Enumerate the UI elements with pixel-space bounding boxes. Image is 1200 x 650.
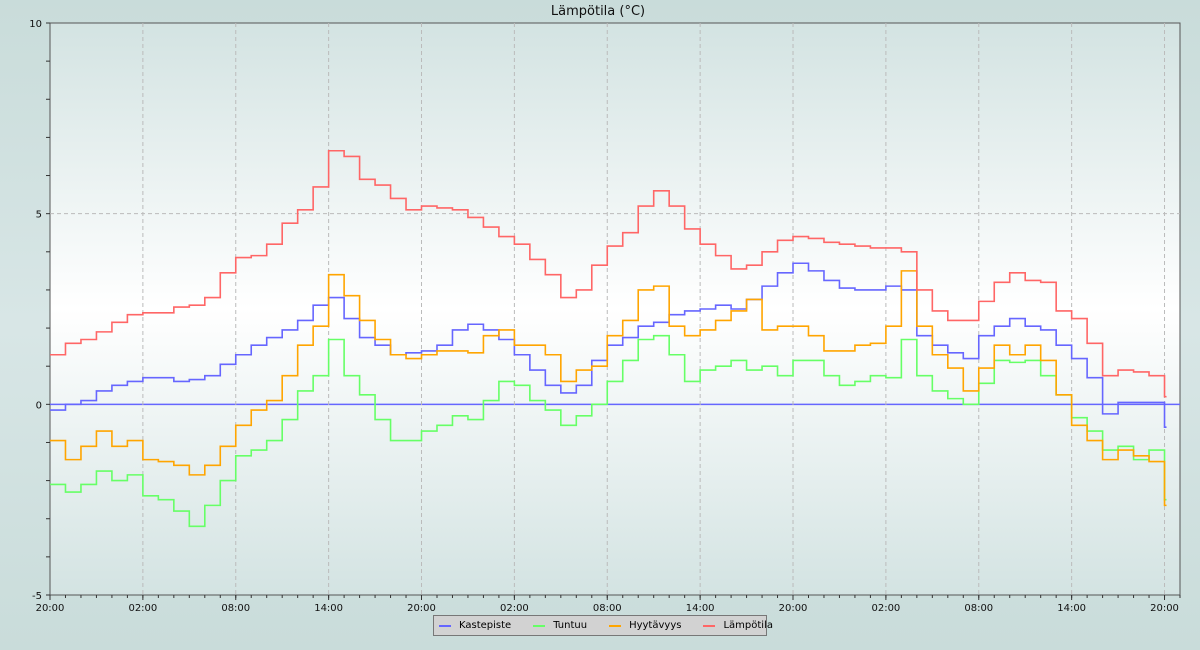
x-tick-label: 20:00	[779, 603, 808, 614]
legend-label: Kastepiste	[459, 620, 512, 631]
x-tick-label: 20:00	[36, 603, 65, 614]
x-tick-label: 20:00	[1150, 603, 1179, 614]
y-tick-label: -5	[32, 591, 42, 602]
y-tick-label: 0	[36, 400, 42, 411]
legend-label: Tuntuu	[553, 620, 588, 631]
x-tick-label: 08:00	[593, 603, 622, 614]
legend-item: Kastepiste	[439, 620, 511, 631]
x-tick-label: 02:00	[871, 603, 900, 614]
x-tick-label: 02:00	[500, 603, 529, 614]
chart-title: Lämpötila (°C)	[551, 4, 645, 19]
x-tick-label: 14:00	[686, 603, 715, 614]
legend-swatch	[609, 624, 622, 627]
legend: Kastepiste Tuntuu Hyytävyys Lämpötila	[433, 615, 773, 636]
legend-swatch	[533, 624, 546, 627]
legend-item: Hyytävyys	[609, 620, 681, 631]
x-tick-label: 02:00	[128, 603, 157, 614]
x-tick-label: 08:00	[964, 603, 993, 614]
legend-item: Lämpötila	[703, 620, 773, 631]
plot-area	[49, 22, 1181, 596]
legend-swatch	[439, 624, 451, 627]
x-tick-label: 20:00	[407, 603, 436, 614]
x-tick-label: 14:00	[1057, 603, 1086, 614]
legend-label: Hyytävyys	[629, 620, 682, 631]
legend-label: Lämpötila	[723, 620, 773, 631]
series-line-hyytävyys	[50, 270, 1167, 507]
y-tick-label: 5	[36, 210, 42, 221]
legend-item: Tuntuu	[533, 620, 587, 631]
series-line-tuntuu	[50, 334, 1167, 528]
y-tick-label: 10	[29, 19, 42, 30]
legend-swatch	[703, 624, 716, 627]
x-tick-label: 14:00	[314, 603, 343, 614]
x-tick-label: 08:00	[221, 603, 250, 614]
